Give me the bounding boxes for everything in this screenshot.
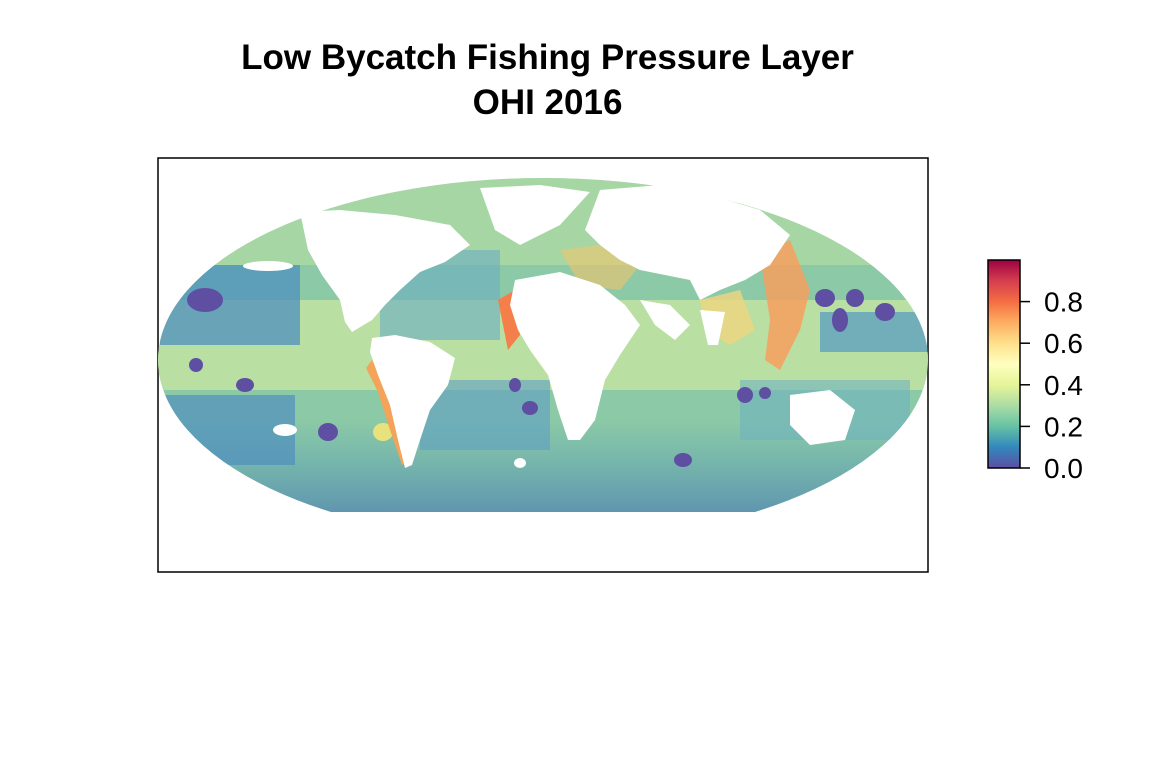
chart-subtitle: OHI 2016 bbox=[472, 83, 623, 122]
legend-tick-label: 0.4 bbox=[1044, 370, 1083, 401]
land-masses bbox=[243, 185, 880, 545]
legend-tick-label: 0.8 bbox=[1044, 287, 1083, 318]
chart-title: Low Bycatch Fishing Pressure Layer bbox=[241, 38, 854, 77]
legend-tick-label: 0.0 bbox=[1044, 453, 1083, 484]
legend-colorbar bbox=[987, 259, 1021, 469]
legend-tick-label: 0.6 bbox=[1044, 328, 1083, 359]
legend: 0.0 0.2 0.4 0.6 0.8 bbox=[987, 259, 1083, 484]
legend-ticks: 0.0 0.2 0.4 0.6 0.8 bbox=[1020, 287, 1083, 484]
legend-tick-label: 0.2 bbox=[1044, 411, 1083, 442]
